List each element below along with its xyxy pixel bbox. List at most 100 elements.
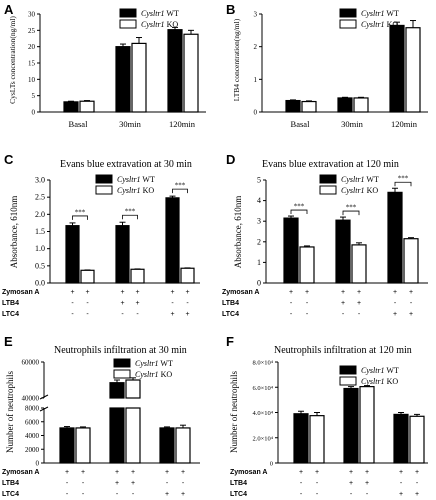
y-tick-label: 6.0×10⁴ [252, 385, 273, 392]
treatment-sign: - [166, 480, 169, 487]
legend-swatch-wt [339, 365, 357, 375]
treatment-sign: + [185, 311, 189, 318]
treatment-sign: - [186, 300, 189, 307]
treatment-sign: + [365, 469, 369, 476]
bar-ko [299, 246, 315, 284]
treatment-sign: + [341, 289, 345, 296]
y-tick-label: 0 [32, 109, 36, 117]
legend-swatch-wt [319, 174, 337, 184]
bar-ko [80, 269, 95, 284]
y-tick-label: 1.0 [35, 244, 45, 253]
bar-ko [409, 415, 425, 464]
bar-wt [165, 197, 180, 284]
legend-label-ko: Cysltr1 KO [341, 186, 378, 195]
x-category-label: 120min [169, 119, 196, 129]
treatment-sign: - [86, 300, 89, 307]
treatment-sign: + [409, 311, 413, 318]
bar-ko [405, 27, 421, 113]
treatment-sign: - [66, 491, 69, 498]
ylabel-d: Absorbance, 610nm [233, 196, 243, 268]
bar-ko [79, 100, 95, 113]
title-d: Evans blue extravation at 120 min [262, 159, 399, 170]
treatment-sign: - [71, 311, 74, 318]
treatment-row-label-ltb4: LTB4 [230, 480, 247, 487]
treatment-sign: + [70, 289, 74, 296]
bar-ko-upper [125, 379, 141, 399]
treatment-row-label-zymosan-a: Zymosan A [2, 289, 39, 296]
y-tick-label: 5 [257, 176, 261, 185]
significance-bracket [342, 210, 360, 216]
bar-wt [65, 225, 80, 284]
treatment-sign: + [399, 469, 403, 476]
axis-break-mark [39, 406, 49, 412]
ylabel-f: Number of neutrophils [229, 371, 239, 453]
y-tick-label: 8000 [25, 405, 40, 413]
panel-label-e: E [4, 334, 13, 349]
bar-wt-upper [109, 382, 125, 399]
treatment-sign: + [115, 480, 119, 487]
significance-label: *** [175, 182, 186, 190]
treatment-sign: - [306, 300, 309, 307]
x-category-label: 120min [391, 119, 418, 129]
bar-wt [389, 24, 405, 113]
legend-swatch-ko [339, 376, 357, 386]
bar-wt [387, 191, 403, 284]
treatment-sign: - [300, 491, 303, 498]
y-tick-label: 25 [28, 27, 36, 35]
y-tick-label: 8.0×10⁴ [252, 360, 273, 367]
y-tick-label: 0 [270, 461, 273, 468]
bar-wt [59, 427, 75, 464]
treatment-row-label-zymosan-a: Zymosan A [2, 469, 39, 476]
y-tick-label: 1 [254, 76, 258, 84]
treatment-sign: + [181, 491, 185, 498]
y-tick-label: 40000 [22, 395, 40, 403]
treatment-sign: - [82, 480, 85, 487]
treatment-sign: + [415, 469, 419, 476]
treatment-sign: + [131, 469, 135, 476]
treatment-sign: + [181, 469, 185, 476]
bar-ko [180, 267, 195, 284]
treatment-sign: + [315, 469, 319, 476]
title-c: Evans blue extravation at 30 min [60, 159, 192, 170]
treatment-sign: + [341, 300, 345, 307]
treatment-sign: - [121, 311, 124, 318]
legend-label-wt: Cysltr1 WT [341, 175, 379, 184]
treatment-sign: - [316, 480, 319, 487]
significance-label: *** [75, 208, 86, 216]
treatment-sign: + [357, 300, 361, 307]
bar-ko [309, 415, 325, 464]
ylabel-b: LTB4 concentration(ng/ml) [232, 18, 241, 101]
treatment-sign: + [349, 469, 353, 476]
legend-label-wt: Cysltr1 WT [361, 9, 399, 18]
bar-wt-lower [109, 407, 125, 464]
significance-bracket [172, 188, 188, 194]
significance-label: *** [398, 175, 409, 183]
legend-label-wt: Cysltr1 WT [117, 175, 155, 184]
bar-ko [183, 33, 199, 113]
treatment-sign: - [86, 311, 89, 318]
chart-panel-a: 0 5 10 15 20 25 30 Basal 30min 120min Cysltr1 WT Cy… [28, 8, 206, 129]
bar-wt [283, 217, 299, 284]
bar-wt [159, 427, 175, 464]
legend-label-ko: Cysltr1 KO [361, 377, 398, 386]
panel-label-c: C [4, 152, 14, 167]
treatment-sign: + [81, 469, 85, 476]
treatment-sign: - [394, 300, 397, 307]
significance-bracket [72, 215, 88, 220]
treatment-sign: - [132, 491, 135, 498]
treatment-sign: - [306, 311, 309, 318]
treatment-sign: + [170, 311, 174, 318]
treatment-sign: - [316, 491, 319, 498]
treatment-sign: - [300, 480, 303, 487]
significance-label: *** [294, 203, 305, 211]
x-category-label: Basal [291, 119, 311, 129]
y-tick-label: 1 [257, 258, 261, 267]
treatment-sign: - [182, 480, 185, 487]
treatment-sign: - [116, 491, 119, 498]
treatment-row-label-ltc4: LTC4 [2, 311, 19, 318]
legend-label-wt: Cysltr1 WT [135, 359, 173, 368]
bar-wt [293, 413, 309, 464]
treatment-sign: + [120, 300, 124, 307]
treatment-sign: - [416, 480, 419, 487]
